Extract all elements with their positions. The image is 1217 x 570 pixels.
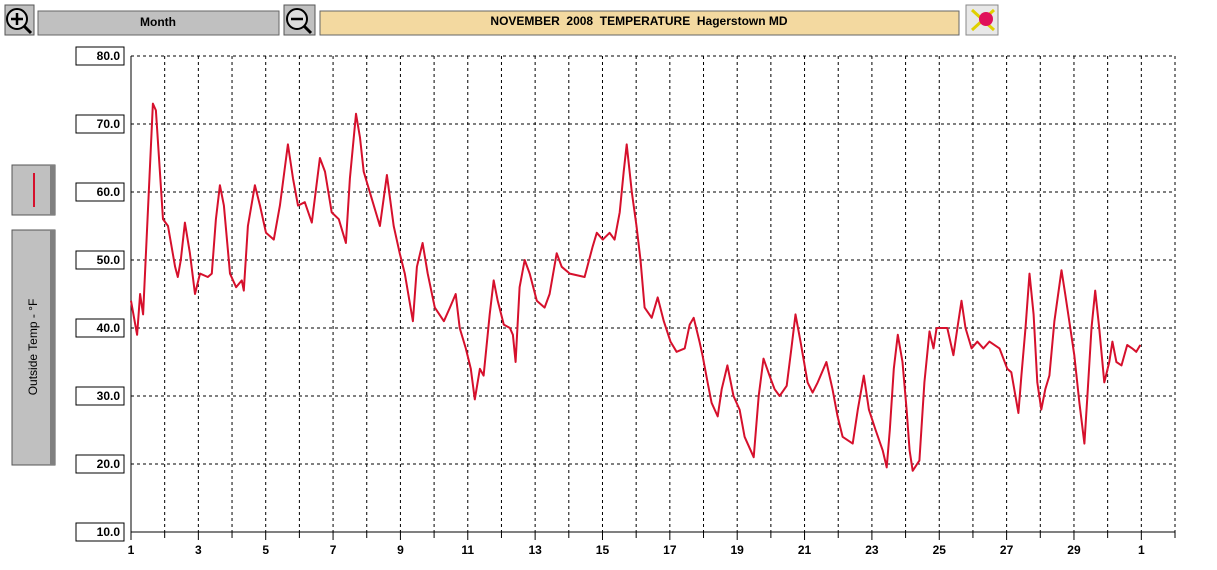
period-button[interactable]: Month: [37, 10, 280, 36]
x-tick-label: 29: [1067, 543, 1081, 557]
y-tick-box: [75, 386, 125, 406]
y-axis-label: Outside Temp - °F: [26, 299, 40, 396]
title-bar: NOVEMBER 2008 TEMPERATURE Hagerstown MD: [319, 10, 960, 36]
y-tick-label: 70.0: [97, 117, 121, 131]
x-tick-label: 13: [528, 543, 542, 557]
x-tick-label: 17: [663, 543, 677, 557]
y-tick-box: [75, 182, 125, 202]
y-tick-box: [75, 114, 125, 134]
y-tick-box: [75, 46, 125, 66]
chart-title: NOVEMBER 2008 TEMPERATURE Hagerstown MD: [490, 14, 787, 28]
x-tick-label: 9: [397, 543, 404, 557]
y-label-button[interactable]: Outside Temp - °F: [11, 229, 56, 466]
y-tick-label: 30.0: [97, 389, 121, 403]
x-tick-label: 1: [128, 543, 135, 557]
zoom-out-button[interactable]: [283, 4, 316, 36]
x-tick-label: 27: [1000, 543, 1014, 557]
temperature-line: [130, 102, 1142, 472]
y-tick-label: 80.0: [97, 49, 121, 63]
plot-area: [131, 56, 1175, 532]
zoom-in-button[interactable]: [4, 4, 35, 36]
x-tick-label: 3: [195, 543, 202, 557]
x-tick-label: 23: [865, 543, 879, 557]
x-tick-label: 1: [1138, 543, 1145, 557]
x-tick-label: 15: [596, 543, 610, 557]
y-tick-label: 40.0: [97, 321, 121, 335]
print-button[interactable]: [965, 4, 999, 36]
x-tick-label: 21: [798, 543, 812, 557]
y-tick-label: 20.0: [97, 457, 121, 471]
plot: 10.020.030.040.050.060.070.080.01 3 5 7 9 11 1…: [75, 46, 1176, 557]
y-tick-box: [75, 454, 125, 474]
period-label: Month: [140, 15, 176, 29]
x-tick-label: 25: [933, 543, 947, 557]
series-button[interactable]: [11, 164, 56, 216]
y-tick-label: 10.0: [97, 525, 121, 539]
x-tick-label: 5: [262, 543, 269, 557]
x-tick-label: 19: [731, 543, 745, 557]
y-tick-box: [75, 250, 125, 270]
y-tick-box: [75, 522, 125, 542]
y-tick-label: 60.0: [97, 185, 121, 199]
x-tick-label: 7: [330, 543, 337, 557]
x-tick-label: 11: [461, 543, 474, 557]
y-tick-label: 50.0: [97, 253, 121, 267]
y-tick-box: [75, 318, 125, 338]
